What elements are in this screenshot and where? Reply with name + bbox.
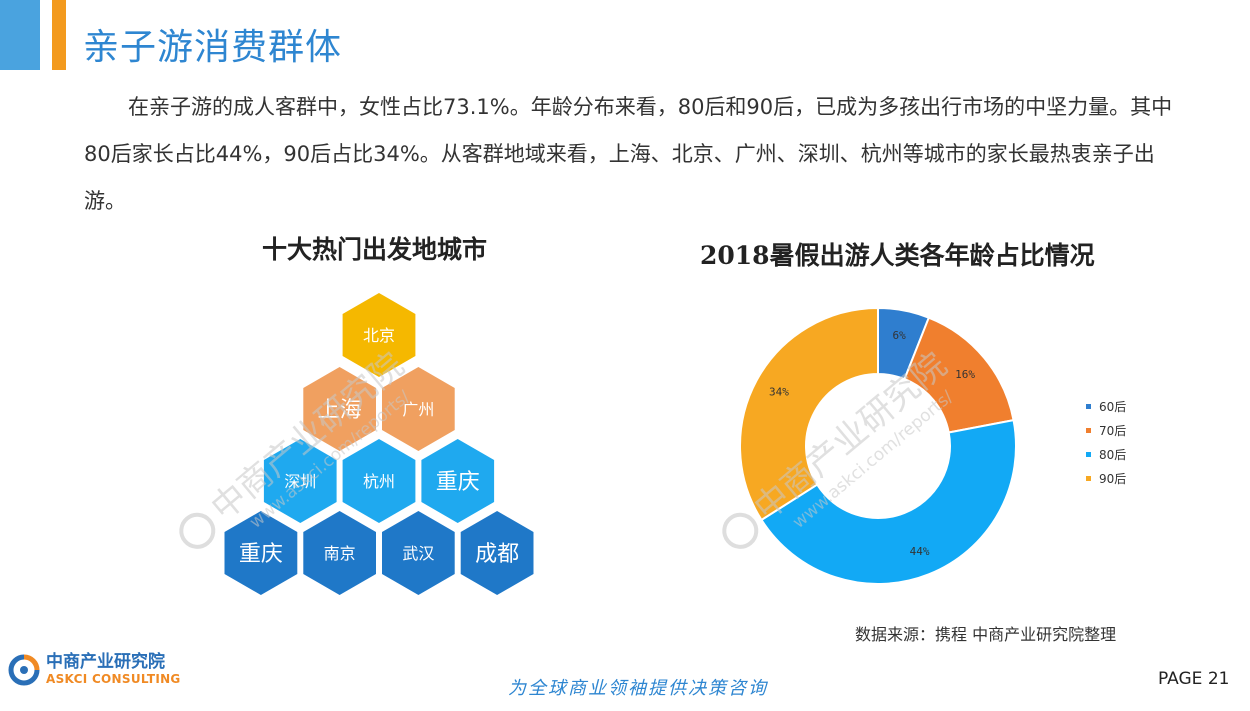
city-label: 重庆 — [239, 542, 283, 567]
watermark-url: www.askci.com/reports/ — [789, 387, 957, 533]
donut-slice — [903, 316, 1015, 434]
data-source: 数据来源：携程 中商产业研究院整理 — [855, 625, 1117, 644]
hexagon-shape — [263, 439, 337, 523]
footer-slogan: 为全球商业领袖提供决策咨询 — [508, 678, 768, 699]
hexagon-shape — [421, 439, 495, 523]
logo-name-en: ASKCI CONSULTING — [46, 672, 181, 686]
logo-icon — [8, 654, 40, 685]
page-number: PAGE 21 — [1158, 669, 1230, 689]
city-label: 武汉 — [402, 544, 434, 563]
legend-label: 60后 — [1099, 399, 1127, 414]
legend-swatch — [1086, 403, 1091, 409]
legend-item: 90后 — [1086, 466, 1126, 490]
slice-label: 44% — [910, 545, 930, 558]
legend-label: 80后 — [1099, 447, 1127, 462]
city-label: 南京 — [324, 544, 356, 563]
watermark-logo-icon — [179, 512, 216, 549]
legend-label: 90后 — [1099, 471, 1127, 486]
hexagon-shape — [382, 367, 455, 451]
hexagon-shape — [224, 511, 298, 595]
chart-legend: 60后 70后 80后 90后 — [1086, 394, 1126, 490]
city-label: 上海 — [318, 398, 362, 423]
city-label: 重庆 — [436, 470, 480, 495]
city-hexagon: 北京 — [342, 293, 416, 377]
intro-paragraph: 在亲子游的成人客群中，女性占比73.1%。年龄分布来看，80后和90后，已成为多… — [84, 95, 1173, 213]
city-hexagon: 重庆 — [224, 511, 298, 595]
legend-swatch — [1086, 451, 1091, 457]
city-hexagon: 杭州 — [342, 439, 416, 523]
header-accent-bar-orange — [52, 0, 66, 70]
donut-chart: 6% 16% 44% 34% — [739, 306, 1017, 585]
city-label: 杭州 — [363, 472, 395, 491]
watermark-cn: 中商产业研究院 — [747, 345, 955, 529]
company-logo: 中商产业研究院 ASKCI CONSULTING — [8, 653, 181, 686]
city-hexagon: 武汉 — [382, 511, 455, 595]
donut-slice — [760, 418, 1017, 585]
hexagon-shape — [342, 293, 416, 377]
header-accent-bar-blue — [0, 0, 40, 70]
hexagon-shape — [342, 439, 416, 523]
donut-slice — [739, 306, 879, 522]
watermark-logo-icon — [722, 512, 759, 549]
legend-item: 70后 — [1086, 418, 1126, 442]
hexagon-shape — [303, 367, 376, 451]
city-hexagon: 广州 — [382, 367, 455, 451]
slice-label: 16% — [955, 368, 975, 381]
logo-name-cn: 中商产业研究院 — [46, 652, 165, 672]
city-label: 广州 — [402, 400, 434, 419]
city-label: 深圳 — [284, 472, 316, 491]
donut-slice — [877, 306, 931, 381]
city-hexagon: 南京 — [303, 511, 376, 595]
city-hexagon: 上海 — [303, 367, 376, 451]
legend-swatch — [1086, 475, 1091, 481]
legend-item: 60后 — [1086, 394, 1126, 418]
watermark-group: 中商产业研究院www.askci.com/reports/中商产业研究院www.… — [179, 345, 957, 549]
watermark-cn: 中商产业研究院 — [204, 345, 412, 529]
city-label: 北京 — [363, 326, 395, 345]
city-label: 成都 — [475, 542, 519, 567]
page-title: 亲子游消费群体 — [83, 27, 343, 68]
city-hexagon: 成都 — [460, 511, 534, 595]
legend-swatch — [1086, 427, 1091, 433]
hexagon-shape — [460, 511, 534, 595]
legend-label: 70后 — [1099, 423, 1127, 438]
hex-section-title: 十大热门出发地城市 — [262, 235, 488, 264]
legend-item: 80后 — [1086, 442, 1126, 466]
watermark-url: www.askci.com/reports/ — [246, 387, 414, 533]
chart-title: 2018暑假出游人类各年龄占比情况 — [700, 241, 1095, 270]
city-hexagon: 深圳 — [263, 439, 337, 523]
slice-label: 6% — [893, 329, 907, 342]
hexagon-shape — [382, 511, 455, 595]
slice-label: 34% — [769, 386, 789, 399]
city-hexagon: 重庆 — [421, 439, 495, 523]
hexagon-shape — [303, 511, 376, 595]
